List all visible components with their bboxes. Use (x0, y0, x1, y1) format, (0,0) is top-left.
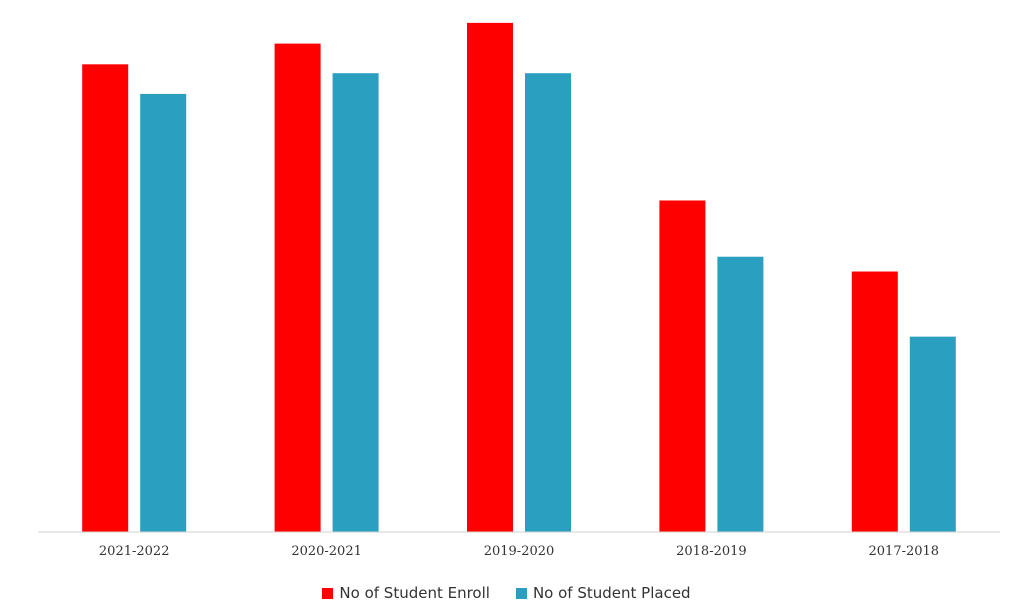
legend-item-enroll: No of Student Enroll (322, 584, 490, 602)
x-tick-label: 2019-2020 (484, 544, 555, 559)
x-tick-labels: 2021-2022 2020-2021 2019-2020 2018-2019 2017… (99, 544, 939, 559)
x-tick-label: 2020-2021 (291, 544, 362, 559)
bar-placed-2019-2020 (525, 73, 571, 532)
legend-item-placed: No of Student Placed (515, 584, 691, 602)
x-tick-label: 2018-2019 (676, 544, 747, 559)
bar-placed-2021-2022 (140, 93, 187, 533)
bar-enroll-2019-2020 (467, 22, 513, 532)
legend-label-placed: No of Student Placed (532, 584, 691, 602)
bar-enroll-2018-2019 (659, 200, 706, 533)
legend-label-enroll: No of Student Enroll (339, 584, 490, 602)
bars-layer (82, 22, 956, 533)
x-tick-label: 2017-2018 (869, 544, 940, 559)
bar-placed-2017-2018 (909, 336, 956, 532)
legend-swatch-enroll (322, 587, 334, 599)
bar-placed-2020-2021 (332, 73, 379, 532)
bar-placed-2018-2019 (717, 256, 764, 532)
legend: No of Student Enroll No of Student Place… (0, 584, 1013, 602)
bar-enroll-2020-2021 (274, 43, 321, 532)
legend-swatch-placed (515, 587, 527, 599)
x-tick-label: 2021-2022 (99, 544, 170, 559)
bar-enroll-2017-2018 (851, 271, 898, 532)
bar-enroll-2021-2022 (82, 64, 129, 532)
